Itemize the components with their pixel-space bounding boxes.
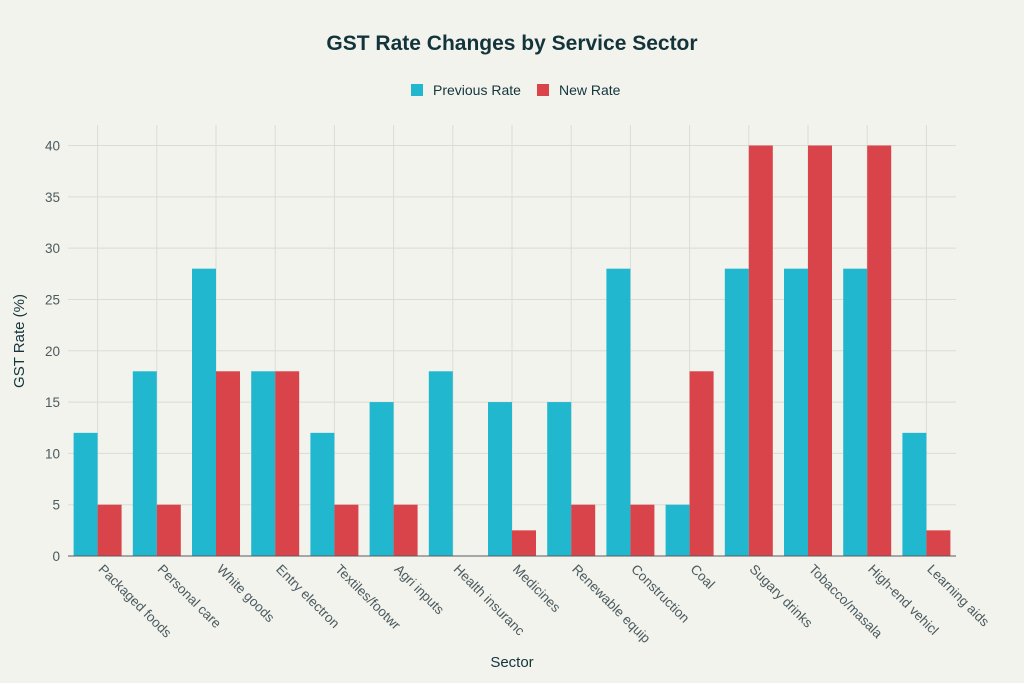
- bar-new-rate[interactable]: [630, 504, 655, 556]
- y-tick-label: 20: [45, 344, 60, 359]
- bar-previous-rate[interactable]: [547, 402, 572, 556]
- bar-previous-rate[interactable]: [192, 268, 216, 556]
- legend-label-previous-rate[interactable]: Previous Rate: [433, 82, 521, 98]
- bar-new-rate[interactable]: [926, 530, 951, 556]
- x-tick-label: Sugary drinks: [747, 562, 816, 631]
- y-tick-label: 15: [45, 395, 60, 410]
- x-tick-label: Construction: [628, 562, 692, 626]
- y-tick-label: 35: [45, 190, 60, 205]
- y-axis-ticks: 0 5 10 15 20 25 30 35 40: [45, 139, 60, 564]
- bar-previous-rate[interactable]: [73, 432, 98, 556]
- y-tick-label: 30: [45, 241, 60, 256]
- bar-new-rate[interactable]: [97, 504, 122, 556]
- bars: [73, 145, 951, 556]
- y-tick-label: 25: [45, 292, 60, 307]
- bar-new-rate[interactable]: [689, 371, 714, 556]
- x-axis-title: Sector: [490, 654, 533, 671]
- x-tick-label: Coal: [687, 562, 717, 592]
- bar-new-rate[interactable]: [808, 145, 832, 556]
- bar-previous-rate[interactable]: [665, 504, 690, 556]
- bar-previous-rate[interactable]: [843, 268, 868, 556]
- x-tick-label: Agri inputs: [391, 562, 447, 618]
- bar-previous-rate[interactable]: [251, 371, 276, 556]
- y-tick-label: 10: [45, 446, 60, 461]
- legend: Previous Rate New Rate: [411, 82, 621, 98]
- legend-label-new-rate[interactable]: New Rate: [559, 82, 621, 98]
- bar-new-rate[interactable]: [748, 145, 773, 556]
- bar-new-rate[interactable]: [275, 371, 300, 556]
- legend-swatch-previous-rate: [411, 84, 423, 96]
- bar-new-rate[interactable]: [334, 504, 359, 556]
- bar-previous-rate[interactable]: [369, 402, 394, 556]
- bar-new-rate[interactable]: [512, 530, 536, 556]
- bar-new-rate[interactable]: [156, 504, 181, 556]
- x-tick-label: Medicines: [510, 562, 564, 616]
- y-axis-title: GST Rate (%): [11, 294, 28, 388]
- bar-previous-rate[interactable]: [132, 371, 157, 556]
- bar-new-rate[interactable]: [393, 504, 418, 556]
- bar-new-rate[interactable]: [216, 371, 240, 556]
- y-tick-label: 40: [45, 139, 60, 154]
- legend-swatch-new-rate: [537, 84, 549, 96]
- bar-previous-rate[interactable]: [310, 432, 335, 556]
- bar-previous-rate[interactable]: [606, 268, 631, 556]
- bar-previous-rate[interactable]: [428, 371, 453, 556]
- bar-previous-rate[interactable]: [488, 402, 512, 556]
- bar-previous-rate[interactable]: [902, 432, 927, 556]
- x-tick-label: White goods: [214, 562, 278, 626]
- chart-title: GST Rate Changes by Service Sector: [326, 32, 697, 55]
- y-tick-label: 0: [52, 549, 60, 564]
- bar-previous-rate[interactable]: [724, 268, 749, 556]
- bar-new-rate[interactable]: [867, 145, 892, 556]
- bar-previous-rate[interactable]: [784, 268, 808, 556]
- y-tick-label: 5: [52, 498, 60, 513]
- bar-new-rate[interactable]: [571, 504, 596, 556]
